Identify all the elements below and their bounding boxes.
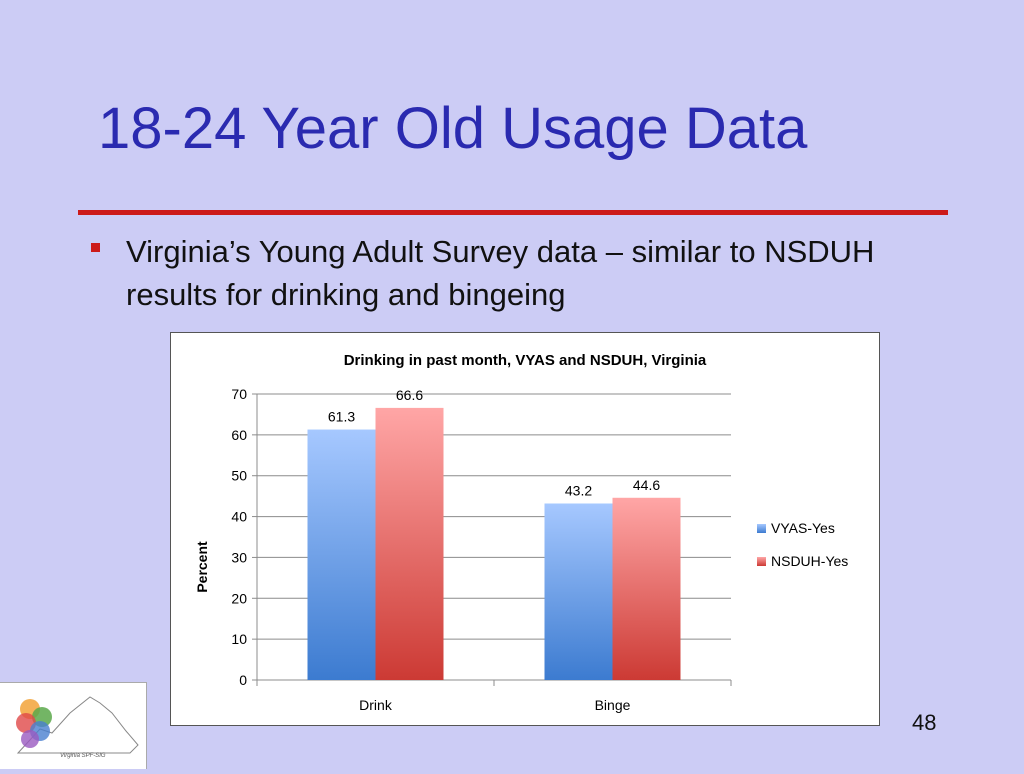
chart-frame: Drinking in past month, VYAS and NSDUH, … [170, 332, 880, 726]
virginia-map-icon: Virginia SPF-SIG [16, 696, 139, 759]
legend-swatch [757, 557, 766, 566]
bar-vyas-yes [307, 429, 376, 680]
slide-title: 18-24 Year Old Usage Data [98, 96, 808, 161]
y-tick-label: 0 [239, 672, 247, 688]
title-divider [78, 210, 948, 215]
chart-title: Drinking in past month, VYAS and NSDUH, … [344, 352, 707, 369]
legend-swatch [757, 524, 766, 533]
x-tick-label: Binge [595, 697, 631, 713]
bullet-text: Virginia’s Young Adult Survey data – sim… [126, 234, 875, 312]
bullet-marker [91, 243, 100, 252]
y-tick-label: 30 [231, 549, 247, 565]
y-tick-label: 20 [231, 590, 247, 606]
y-tick-label: 60 [231, 427, 247, 443]
y-tick-label: 70 [231, 386, 247, 402]
data-label: 66.6 [396, 387, 423, 403]
virginia-spf-sig-logo: Virginia SPF-SIG [0, 682, 147, 769]
data-label: 44.6 [633, 477, 660, 493]
x-tick-label: Drink [359, 697, 393, 713]
y-tick-label: 50 [231, 468, 247, 484]
bar-vyas-yes [544, 503, 613, 680]
page-number: 48 [912, 710, 937, 735]
y-tick-label: 10 [231, 631, 247, 647]
bar-nsduh-yes [612, 497, 681, 680]
legend-label: NSDUH-Yes [771, 553, 848, 569]
y-tick-label: 40 [231, 509, 247, 525]
logo-caption: Virginia SPF-SIG [60, 753, 106, 759]
data-label: 43.2 [565, 482, 592, 498]
legend-label: VYAS-Yes [771, 520, 835, 536]
bar-chart: Drinking in past month, VYAS and NSDUH, … [194, 352, 848, 713]
bar-nsduh-yes [375, 407, 444, 680]
y-axis-label: Percent [194, 541, 210, 593]
data-label: 61.3 [328, 409, 355, 425]
